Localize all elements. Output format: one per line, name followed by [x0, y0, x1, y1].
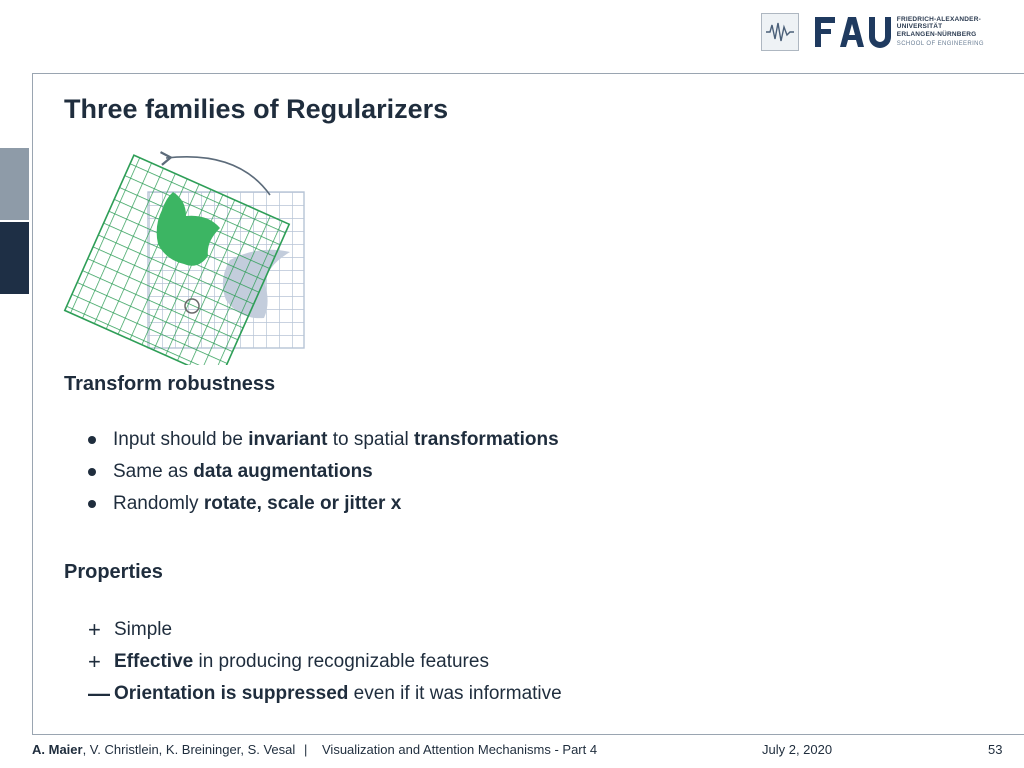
- footer-authors: A. Maier, V. Christlein, K. Breininger, …: [32, 742, 295, 757]
- text-run: in producing recognizable features: [193, 651, 489, 672]
- bold-run: Effective: [114, 651, 194, 672]
- header-logos: FRIEDRICH-ALEXANDER- UNIVERSITÄT ERLANGE…: [760, 12, 984, 52]
- section-heading-properties: Properties: [64, 561, 163, 583]
- footer-main-author: A. Maier: [32, 742, 83, 757]
- footer-lecture-title: Visualization and Attention Mechanisms -…: [322, 742, 598, 757]
- rotated-shape: [156, 192, 220, 266]
- bullet-text: Same as data augmentations: [113, 456, 373, 488]
- university-line-3: ERLANGEN-NÜRNBERG: [896, 30, 977, 38]
- slide-title: Three families of Regularizers: [64, 94, 449, 124]
- footer-date: July 2, 2020: [762, 742, 833, 757]
- bullet-dot-icon: [88, 500, 96, 508]
- text-run: even if it was informative: [348, 683, 562, 704]
- text-run: Input should be: [113, 429, 249, 450]
- list-item: Same as data augmentations: [88, 456, 559, 488]
- side-tab-light: [0, 148, 29, 220]
- minus-icon: —: [88, 681, 110, 706]
- list-item: Input should be invariant to spatial tra…: [88, 424, 559, 456]
- signal-thumbnail-icon: [760, 13, 799, 51]
- property-text: Orientation is suppressed even if it was…: [114, 678, 562, 710]
- list-item: + Simple: [88, 614, 562, 646]
- bullet-dot-icon: [88, 436, 96, 444]
- slide-footer: A. Maier, V. Christlein, K. Breininger, …: [32, 740, 1024, 760]
- slide-frame: [32, 73, 1024, 735]
- bold-run: transformations: [414, 429, 559, 450]
- plus-icon: +: [88, 617, 101, 642]
- list-item: — Orientation is suppressed even if it w…: [88, 678, 562, 710]
- university-name: FRIEDRICH-ALEXANDER- UNIVERSITÄT ERLANGE…: [897, 16, 984, 49]
- property-text: Simple: [114, 614, 172, 646]
- bold-run: invariant: [248, 429, 328, 450]
- text-run: to spatial: [327, 429, 415, 450]
- page-number: 53: [988, 742, 1003, 757]
- transform-illustration: [58, 140, 308, 381]
- section-heading-transform: Transform robustness: [64, 373, 276, 395]
- bold-run: rotate, scale or jitter x: [203, 493, 402, 514]
- rotated-grid-figure: [63, 151, 305, 381]
- bold-run: Orientation is suppressed: [114, 683, 349, 704]
- university-line-1: FRIEDRICH-ALEXANDER-: [896, 15, 981, 23]
- school-name: SCHOOL OF ENGINEERING: [896, 40, 984, 47]
- text-run: Same as: [113, 461, 194, 482]
- side-tab-dark: [0, 222, 29, 294]
- footer-coauthors: , V. Christlein, K. Breininger, S. Vesal: [82, 742, 296, 757]
- bullet-text: Randomly rotate, scale or jitter x: [113, 488, 401, 520]
- bullet-dot-icon: [88, 468, 96, 476]
- list-item: Randomly rotate, scale or jitter x: [88, 488, 559, 520]
- rotated-grid: [63, 154, 291, 381]
- plus-icon: +: [88, 649, 101, 674]
- bold-run: data augmentations: [193, 461, 373, 482]
- list-item: + Effective in producing recognizable fe…: [88, 646, 562, 678]
- pivot-circle: [184, 298, 200, 314]
- text-run: Randomly: [113, 493, 204, 514]
- fau-logo-icon: [814, 17, 891, 48]
- fau-logo: FRIEDRICH-ALEXANDER- UNIVERSITÄT ERLANGE…: [814, 16, 984, 49]
- property-text: Effective in producing recognizable feat…: [114, 646, 489, 678]
- properties-list: + Simple + Effective in producing recogn…: [88, 614, 562, 710]
- university-line-2: UNIVERSITÄT: [896, 23, 943, 31]
- text-run: Simple: [114, 619, 173, 640]
- rotation-arrow: [160, 151, 271, 196]
- bullet-text: Input should be invariant to spatial tra…: [113, 424, 559, 456]
- transform-bullet-list: Input should be invariant to spatial tra…: [88, 424, 559, 520]
- footer-separator: |: [304, 742, 308, 757]
